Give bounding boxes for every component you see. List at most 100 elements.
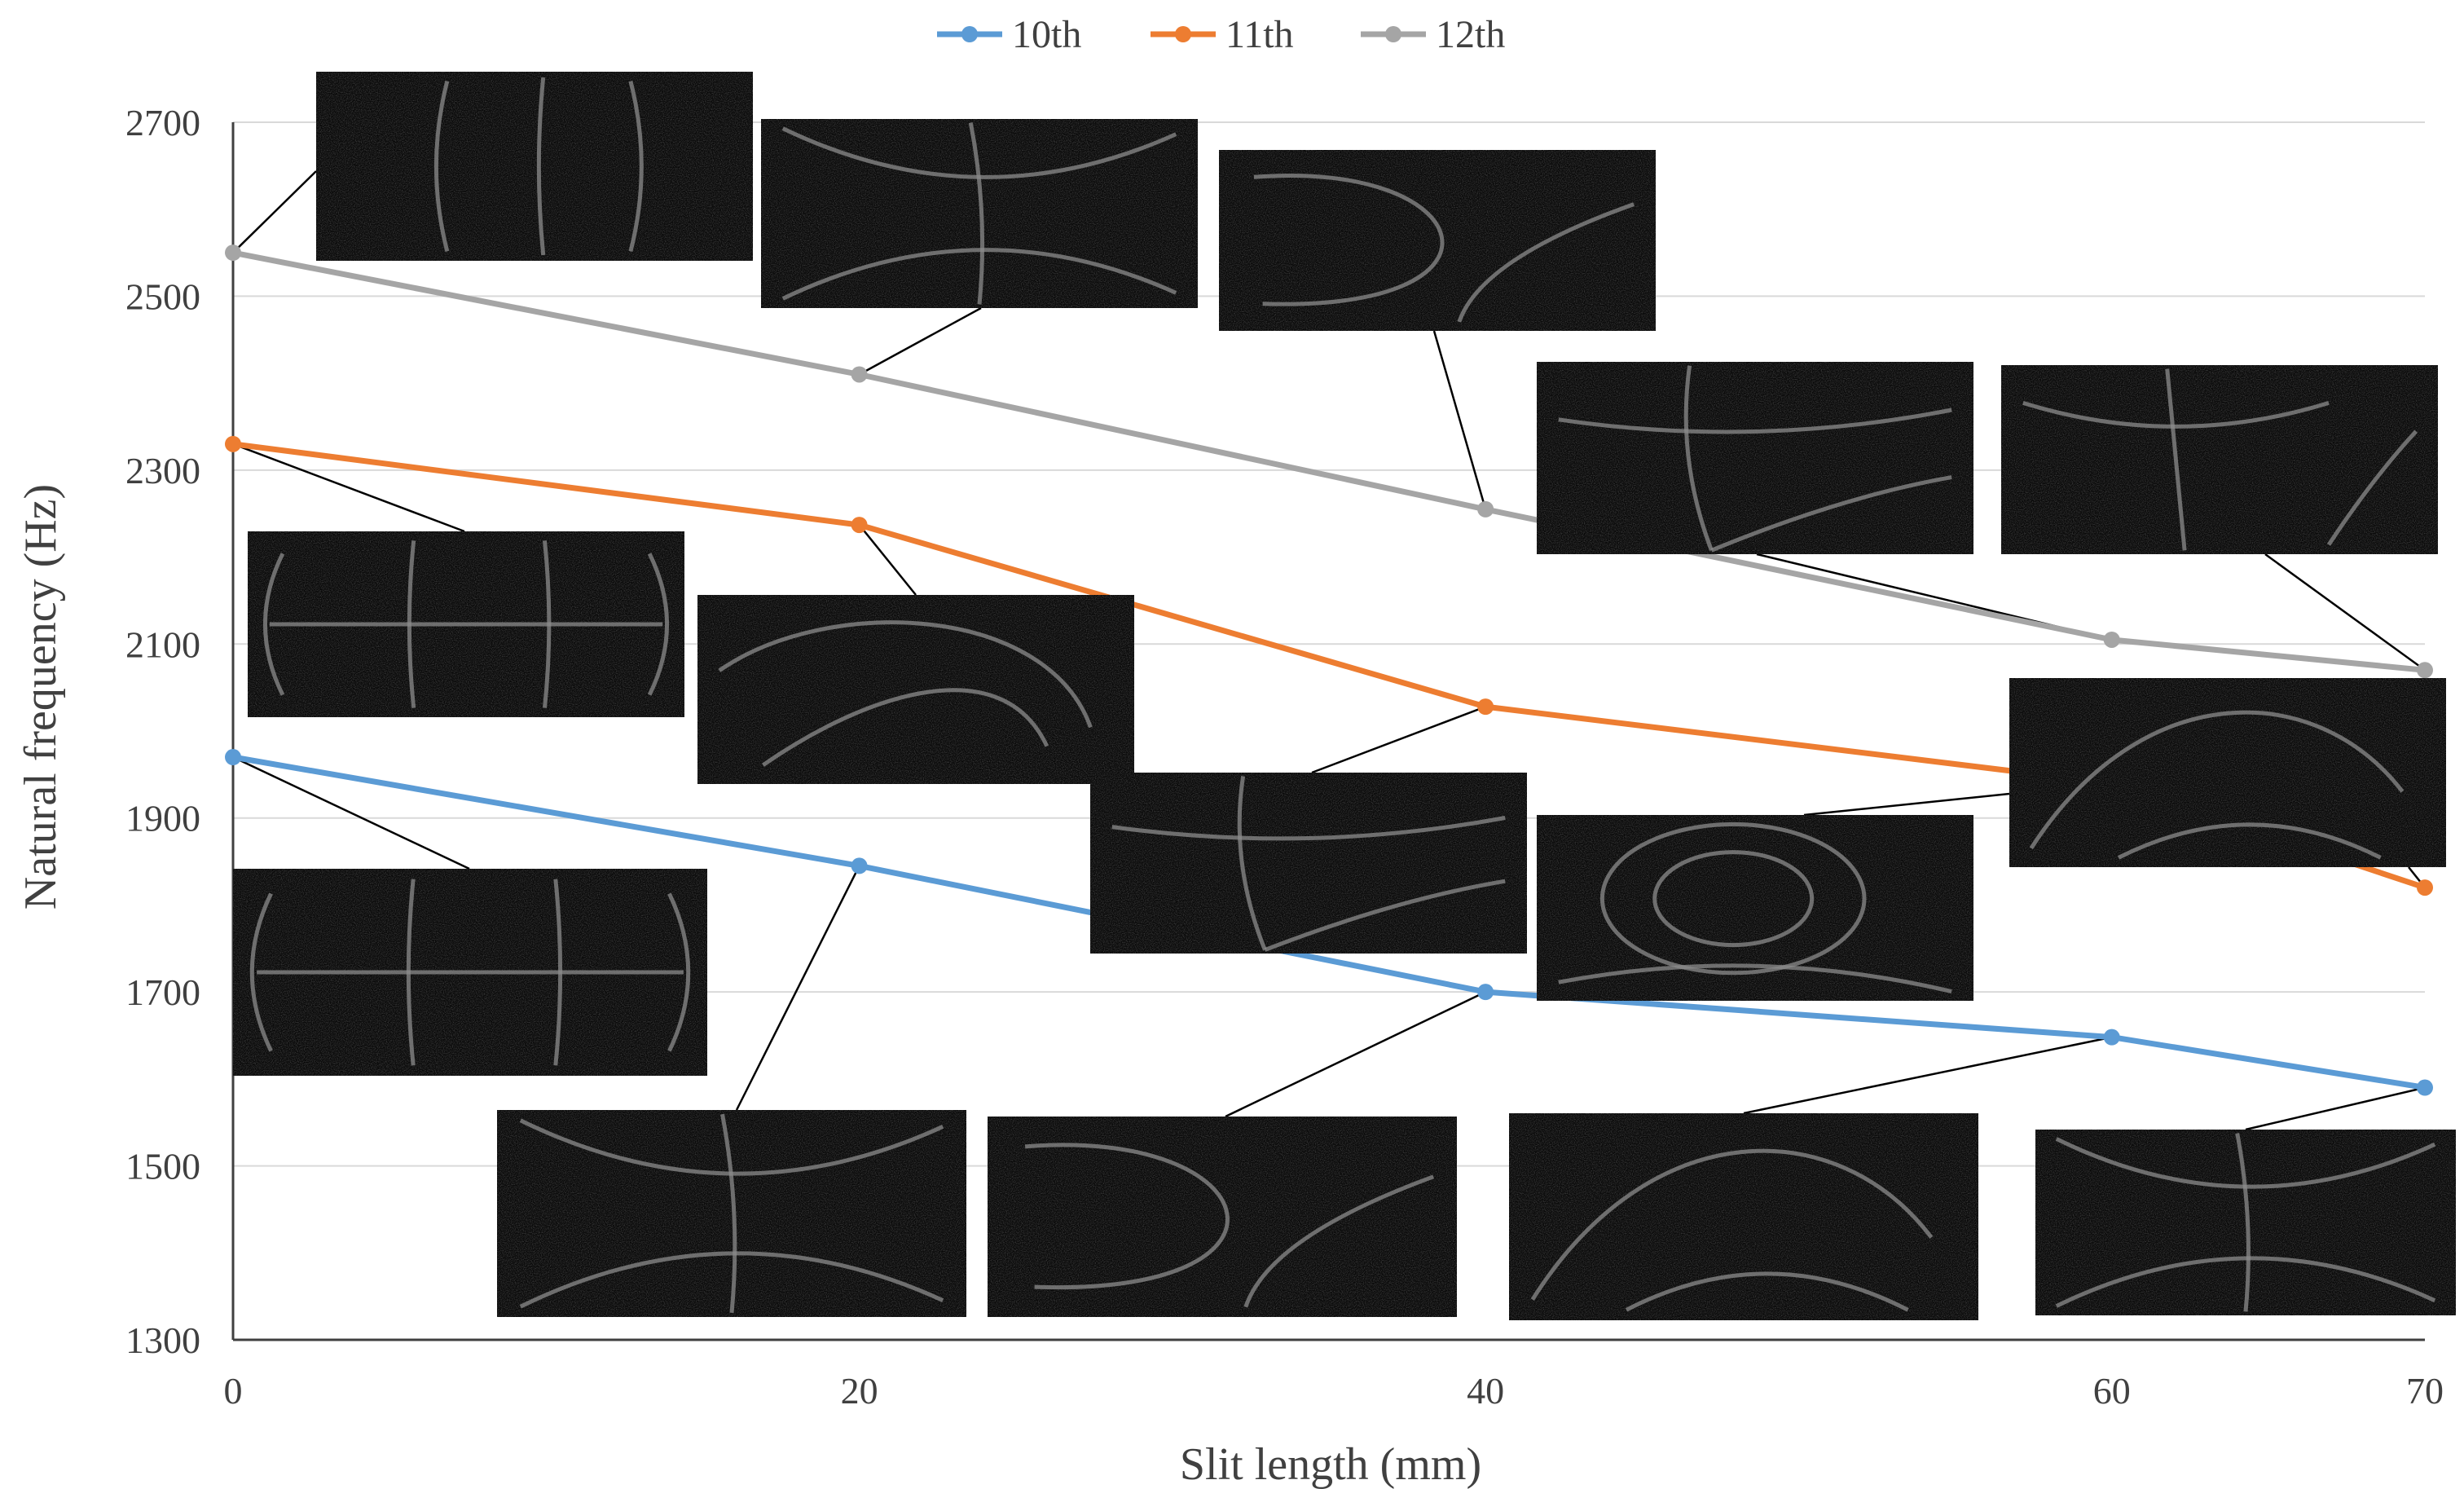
data-point-12th	[2103, 631, 2120, 648]
mode-shape-image	[497, 1110, 966, 1317]
nodal-line	[628, 80, 644, 253]
mode-shape-image	[1090, 773, 1527, 954]
nodal-line	[781, 248, 1177, 301]
mode-shape-image	[1537, 362, 1973, 554]
nodal-line	[2022, 401, 2330, 429]
mode-shape-image	[233, 869, 707, 1076]
leader-line	[858, 306, 982, 376]
data-point-12th	[1477, 500, 1494, 518]
mode-shape-image	[697, 595, 1134, 784]
nodal-line	[262, 553, 285, 696]
leader-line	[232, 755, 470, 870]
y-tick-label: 2300	[125, 450, 200, 491]
y-tick-label: 1500	[125, 1146, 200, 1187]
nodal-line	[2326, 429, 2418, 546]
y-tick-label: 2100	[125, 623, 200, 665]
image-speckle	[1537, 815, 1973, 1001]
legend: 10th 11th 12th	[937, 13, 1505, 56]
y-tick-label: 1700	[125, 971, 200, 1013]
data-point-10th	[2103, 1028, 2120, 1046]
image-speckle	[697, 595, 1134, 784]
nodal-line	[718, 620, 1093, 729]
nodal-line	[968, 122, 985, 305]
nodal-line	[1264, 879, 1506, 952]
legend-item-11th: 11th	[1151, 13, 1294, 56]
data-point-12th	[851, 366, 868, 383]
mode-shape-image	[988, 1117, 1457, 1317]
legend-label: 12th	[1436, 13, 1505, 56]
nodal-line	[1710, 475, 1952, 553]
axes: 1300 1500 1700 1900 2100 2300 2500 2700 0 20 40 60 7…	[125, 102, 2444, 1412]
y-axis-title: Natural frequency (Hz)	[15, 484, 66, 910]
legend-label: 10th	[1012, 13, 1081, 56]
legend-swatch-marker	[961, 26, 978, 42]
mode-shape-image	[316, 72, 753, 261]
nodal-line	[1237, 776, 1267, 951]
x-tick-label: 70	[2406, 1370, 2444, 1412]
nodal-line	[1024, 1143, 1230, 1290]
leader-line	[232, 443, 465, 533]
nodal-line	[553, 879, 563, 1066]
y-tick-label: 1300	[125, 1319, 200, 1361]
leader-line	[2264, 553, 2426, 672]
data-point-10th	[225, 749, 241, 766]
x-tick-label: 20	[841, 1370, 878, 1412]
mode-shape-image	[1537, 815, 1973, 1001]
leader-line	[232, 170, 317, 253]
legend-label: 11th	[1225, 13, 1294, 56]
mode-shape-image	[1509, 1113, 1978, 1320]
mode-shape-image	[1219, 150, 1656, 331]
mode-shape-image	[2035, 1130, 2456, 1315]
leader-line	[1225, 991, 1486, 1118]
nodal-line	[1558, 407, 1952, 434]
image-speckle	[1219, 150, 1656, 331]
nodal-line	[1625, 1271, 1909, 1312]
leader-lines	[232, 170, 2426, 1131]
y-tick-label: 1900	[125, 798, 200, 839]
image-speckle	[1090, 773, 1527, 954]
nodal-line	[1457, 202, 1635, 323]
image-speckle	[2009, 678, 2446, 867]
legend-item-10th: 10th	[937, 13, 1081, 56]
mode-shape-image	[248, 531, 684, 717]
nodal-line	[1253, 174, 1445, 306]
data-point-12th	[225, 244, 241, 262]
mode-shape-image	[2009, 678, 2446, 867]
nodal-line	[1599, 821, 1867, 976]
nodal-line	[2117, 822, 2382, 860]
data-point-11th	[225, 435, 241, 452]
data-point-11th	[2417, 879, 2433, 896]
data-point-10th	[2417, 1079, 2433, 1096]
y-tick-label: 2500	[125, 275, 200, 317]
legend-swatch-marker	[1175, 26, 1191, 42]
leader-line	[2245, 1086, 2426, 1131]
nodal-line	[543, 540, 552, 708]
nodal-line	[1683, 365, 1714, 552]
nodal-line	[667, 892, 691, 1052]
mode-shape-image	[761, 119, 1198, 308]
nodal-line	[2165, 368, 2187, 551]
x-tick-label: 60	[2093, 1370, 2131, 1412]
legend-item-12th: 12th	[1361, 13, 1505, 56]
nodal-line	[407, 540, 416, 708]
leader-line	[1743, 1036, 2112, 1115]
nodal-line	[2235, 1133, 2251, 1312]
leader-line	[858, 524, 917, 596]
data-point-11th	[1477, 698, 1494, 716]
nodal-line	[1530, 1148, 1934, 1301]
data-point-11th	[851, 517, 868, 534]
image-speckle	[1509, 1113, 1978, 1320]
mode-shape-insets	[233, 72, 2456, 1320]
nodal-line	[2055, 1256, 2436, 1308]
nodal-line	[519, 1251, 944, 1309]
data-point-10th	[1477, 984, 1494, 1001]
data-point-12th	[2417, 662, 2433, 679]
leader-line	[1311, 705, 1486, 774]
nodal-line	[1111, 816, 1506, 841]
image-speckle	[988, 1117, 1457, 1317]
nodal-line	[647, 553, 670, 696]
leader-line	[1432, 330, 1487, 510]
nodal-line	[249, 892, 273, 1052]
